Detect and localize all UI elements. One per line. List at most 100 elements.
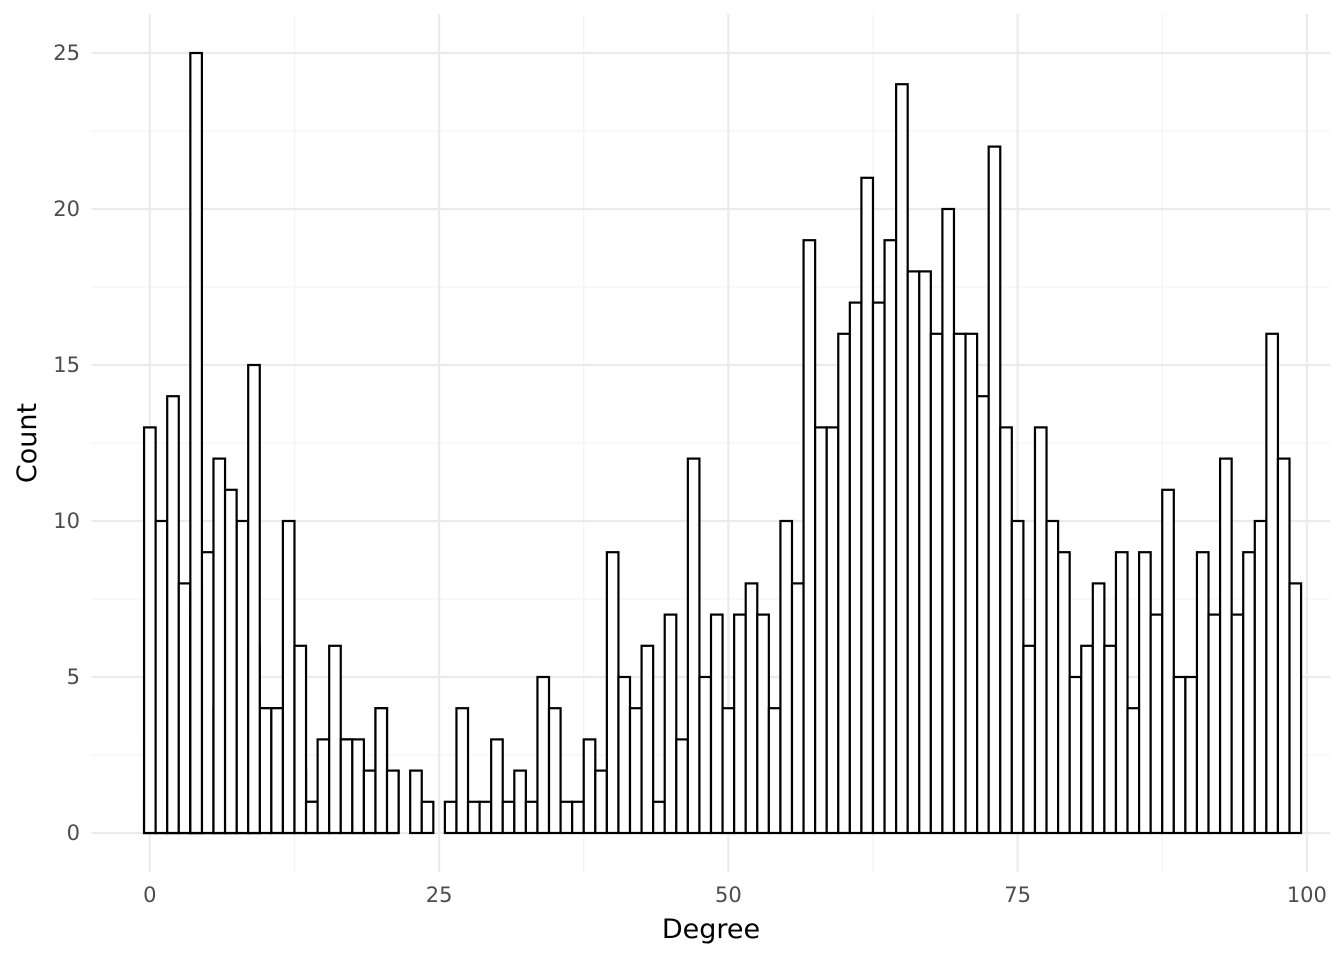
bar bbox=[223, 488, 238, 835]
bar bbox=[536, 675, 551, 835]
x-axis-title: Degree bbox=[662, 914, 760, 945]
bar bbox=[1172, 675, 1187, 835]
y-tick-label: 0 bbox=[67, 821, 80, 845]
bar bbox=[605, 551, 620, 835]
bar bbox=[270, 707, 285, 835]
bar bbox=[825, 426, 840, 835]
bar bbox=[883, 239, 898, 835]
bar bbox=[744, 582, 759, 835]
x-tick-label: 50 bbox=[715, 883, 742, 907]
bar bbox=[906, 270, 921, 835]
bar bbox=[686, 457, 701, 835]
bar bbox=[258, 707, 273, 835]
bar bbox=[1230, 613, 1245, 835]
bar bbox=[1253, 519, 1268, 835]
bar bbox=[374, 707, 389, 835]
bar bbox=[293, 644, 308, 835]
bar bbox=[1033, 426, 1048, 835]
bar bbox=[1022, 644, 1037, 835]
x-tick-label: 75 bbox=[1004, 883, 1031, 907]
y-tick-label: 20 bbox=[53, 197, 80, 221]
x-tick-label: 0 bbox=[143, 883, 156, 907]
bar bbox=[524, 800, 539, 835]
bar bbox=[304, 800, 319, 835]
bar bbox=[582, 738, 597, 835]
bar bbox=[860, 176, 875, 835]
bar bbox=[640, 644, 655, 835]
y-tick-labels: 0 5 10 15 20 25 bbox=[53, 41, 80, 845]
bar bbox=[1045, 519, 1060, 835]
bar bbox=[848, 301, 863, 835]
bar bbox=[177, 582, 192, 835]
bar bbox=[663, 613, 678, 835]
bar bbox=[790, 582, 805, 835]
bar bbox=[1114, 551, 1129, 835]
bar bbox=[154, 519, 169, 835]
bar bbox=[802, 239, 817, 835]
bar bbox=[837, 332, 851, 835]
y-tick-label: 25 bbox=[53, 41, 80, 65]
bar bbox=[455, 707, 470, 835]
bar bbox=[1103, 644, 1118, 835]
bar bbox=[547, 707, 562, 835]
bar bbox=[1288, 582, 1303, 835]
bar bbox=[316, 738, 331, 835]
bar bbox=[385, 769, 400, 835]
x-tick-label: 100 bbox=[1287, 883, 1327, 907]
bar bbox=[675, 738, 689, 835]
bar bbox=[1126, 707, 1141, 835]
y-tick-label: 10 bbox=[53, 509, 80, 533]
bar bbox=[779, 519, 794, 835]
bar bbox=[709, 613, 724, 835]
bar bbox=[1195, 551, 1210, 835]
bar bbox=[756, 613, 770, 835]
bar bbox=[420, 800, 435, 835]
bar bbox=[698, 675, 713, 835]
bar bbox=[628, 707, 643, 835]
bar bbox=[1276, 457, 1291, 835]
bar bbox=[212, 457, 227, 835]
bar bbox=[1010, 519, 1025, 835]
bar bbox=[652, 800, 666, 835]
bar bbox=[339, 738, 354, 835]
bar bbox=[235, 519, 250, 835]
bar bbox=[721, 707, 736, 835]
bar bbox=[767, 707, 782, 835]
bar bbox=[1149, 613, 1164, 835]
bar bbox=[1137, 551, 1152, 835]
bar bbox=[478, 800, 493, 835]
bar bbox=[733, 613, 747, 835]
bar bbox=[871, 301, 886, 835]
bar bbox=[247, 363, 261, 835]
bar bbox=[594, 769, 608, 835]
x-tick-label: 25 bbox=[426, 883, 453, 907]
bar bbox=[964, 332, 979, 835]
y-axis-title: Count bbox=[12, 403, 43, 483]
bar bbox=[1161, 488, 1175, 835]
bar bbox=[189, 51, 204, 835]
y-tick-label: 5 bbox=[67, 665, 80, 689]
x-tick-labels: 0 25 50 75 100 bbox=[143, 883, 1327, 907]
bar bbox=[1068, 675, 1083, 835]
bar bbox=[1207, 613, 1222, 835]
bar bbox=[1242, 551, 1256, 835]
bar bbox=[443, 800, 458, 835]
bar bbox=[918, 270, 932, 835]
bar bbox=[571, 800, 585, 835]
bar bbox=[351, 738, 365, 835]
bar bbox=[166, 395, 180, 835]
bar bbox=[987, 145, 1002, 835]
bar bbox=[1091, 582, 1106, 835]
bar bbox=[976, 395, 990, 835]
bar bbox=[362, 769, 377, 835]
bar bbox=[200, 551, 215, 835]
bar bbox=[559, 800, 574, 835]
bar bbox=[1265, 332, 1280, 835]
bars-layer bbox=[142, 51, 1303, 835]
bar bbox=[929, 332, 944, 835]
bar bbox=[1184, 675, 1199, 835]
bar bbox=[142, 426, 157, 835]
bar bbox=[999, 426, 1013, 835]
bar bbox=[1080, 644, 1094, 835]
